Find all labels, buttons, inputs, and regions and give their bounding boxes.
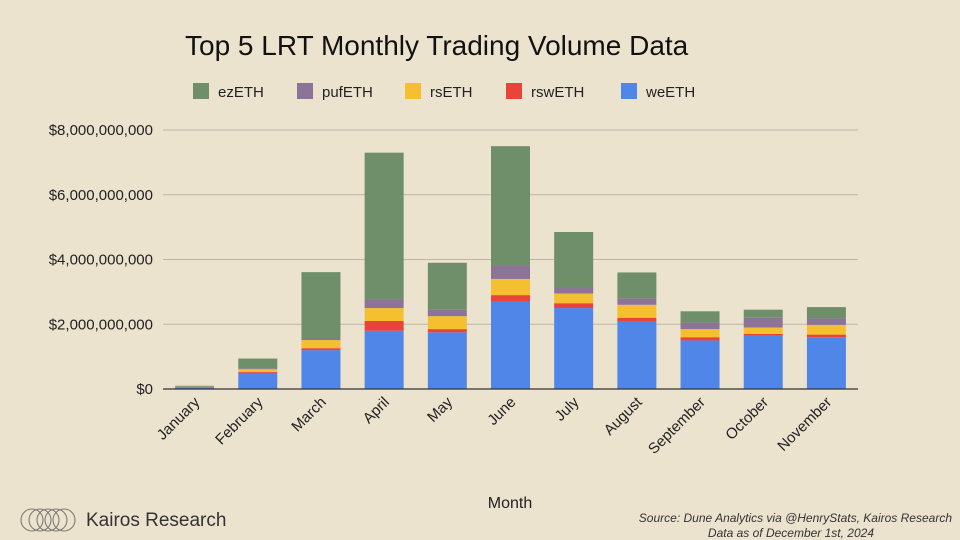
- bar-rsweth-august: [617, 317, 657, 322]
- data-date-line: Data as of December 1st, 2024: [707, 526, 874, 540]
- bar-ezeth-march: [301, 272, 341, 339]
- bar-pufeth-february: [238, 368, 278, 370]
- x-axis-ticks: January February March April May June July Augu…: [154, 393, 836, 457]
- x-axis-title: Month: [488, 495, 532, 512]
- bar-weeth-june: [491, 301, 530, 389]
- bar-pufeth-september: [680, 322, 720, 330]
- bar-rsweth-september: [680, 337, 720, 341]
- brand-name: Kairos Research: [86, 510, 227, 531]
- y-tick-label: $0: [136, 381, 153, 398]
- bar-rseth-november: [806, 324, 846, 335]
- bar-rseth-april: [364, 308, 404, 322]
- legend-swatch-rseth: [405, 83, 421, 99]
- bar-rseth-march: [301, 340, 341, 349]
- legend-label-rseth: rsETH: [430, 84, 473, 101]
- bar-ezeth-january: [175, 385, 215, 387]
- x-tick-label: March: [288, 394, 329, 435]
- bar-weeth-august: [617, 321, 657, 389]
- bar-pufeth-october: [743, 317, 783, 328]
- x-tick-label: September: [645, 394, 709, 458]
- bar-rsweth-june: [491, 295, 530, 302]
- bar-rsweth-february: [238, 371, 278, 373]
- x-tick-label: May: [424, 393, 456, 425]
- legend-swatch-rsweth: [506, 83, 522, 99]
- bar-weeth-may: [427, 332, 467, 389]
- legend: ezETH pufETH rsETH rswETH weETH: [193, 83, 695, 101]
- bar-pufeth-august: [617, 298, 657, 305]
- y-tick-label: $4,000,000,000: [49, 252, 153, 269]
- bar-rseth-may: [427, 316, 467, 330]
- legend-label-rsweth: rswETH: [531, 84, 584, 101]
- legend-label-weeth: weETH: [645, 84, 695, 101]
- bar-rsweth-march: [301, 348, 341, 351]
- bar-pufeth-april: [364, 299, 404, 309]
- bar-rsweth-october: [743, 333, 783, 336]
- bar-pufeth-november: [806, 318, 846, 325]
- bar-ezeth-november: [806, 307, 846, 319]
- bar-ezeth-september: [680, 311, 720, 323]
- bar-ezeth-august: [617, 272, 657, 299]
- bar-rsweth-july: [554, 303, 594, 309]
- source-line: Source: Dune Analytics via @HenryStats, …: [638, 511, 952, 525]
- x-tick-label: January: [154, 393, 204, 443]
- x-tick-label: July: [552, 393, 583, 424]
- bar-ezeth-july: [554, 231, 594, 288]
- bar-weeth-april: [364, 330, 404, 389]
- bar-pufeth-may: [427, 309, 467, 317]
- bar-rseth-september: [680, 329, 720, 338]
- bar-rseth-february: [238, 369, 278, 372]
- bar-rseth-june: [491, 278, 530, 296]
- y-tick-label: $6,000,000,000: [49, 187, 153, 204]
- bar-weeth-october: [743, 335, 783, 389]
- bar-rseth-august: [617, 304, 657, 318]
- bar-ezeth-february: [238, 358, 278, 369]
- y-tick-label: $2,000,000,000: [49, 316, 153, 333]
- bar-ezeth-april: [364, 152, 404, 300]
- bars: [175, 146, 846, 389]
- y-axis-ticks: $0 $2,000,000,000 $4,000,000,000 $6,000,000…: [49, 122, 153, 398]
- bar-weeth-july: [554, 308, 594, 389]
- bar-ezeth-june: [491, 146, 530, 266]
- x-tick-label: April: [360, 394, 393, 427]
- x-tick-label: November: [774, 394, 835, 455]
- legend-swatch-weeth: [621, 83, 637, 99]
- legend-swatch-pufeth: [297, 83, 313, 99]
- bar-rsweth-april: [364, 321, 404, 331]
- legend-label-pufeth: pufETH: [322, 84, 373, 101]
- kairos-logo-icon: [20, 508, 76, 532]
- bar-pufeth-june: [491, 265, 530, 279]
- chart-title: Top 5 LRT Monthly Trading Volume Data: [185, 30, 689, 61]
- bar-weeth-november: [806, 337, 846, 389]
- bar-weeth-september: [680, 340, 720, 389]
- legend-label-ezeth: ezETH: [218, 84, 264, 101]
- bar-pufeth-july: [554, 287, 594, 294]
- x-tick-label: June: [484, 394, 519, 429]
- bar-weeth-march: [301, 350, 341, 389]
- legend-swatch-ezeth: [193, 83, 209, 99]
- source-note: Source: Dune Analytics via @HenryStats, …: [638, 511, 952, 540]
- bar-pufeth-march: [301, 338, 341, 341]
- bar-weeth-february: [238, 372, 278, 389]
- bar-ezeth-may: [427, 262, 467, 310]
- bar-rseth-october: [743, 327, 783, 334]
- bar-rseth-july: [554, 293, 594, 304]
- x-tick-label: October: [722, 394, 772, 444]
- y-tick-label: $8,000,000,000: [49, 122, 153, 139]
- bar-weeth-january: [175, 387, 215, 389]
- x-tick-label: February: [212, 393, 267, 448]
- x-tick-label: August: [601, 393, 647, 439]
- bar-ezeth-october: [743, 309, 783, 318]
- bar-rsweth-november: [806, 334, 846, 338]
- bar-rsweth-may: [427, 329, 467, 333]
